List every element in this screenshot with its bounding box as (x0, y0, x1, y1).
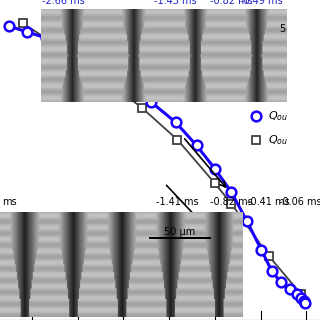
Text: 50 μm: 50 μm (164, 227, 196, 237)
Text: $Q_{ou}$: $Q_{ou}$ (268, 133, 288, 147)
Text: 5: 5 (279, 24, 285, 34)
Text: -0.06 ms: -0.06 ms (279, 196, 320, 206)
Text: -0.41 ms: -0.41 ms (247, 196, 290, 206)
Text: ms: ms (2, 196, 16, 206)
Text: $Q_{ou}$: $Q_{ou}$ (268, 109, 288, 123)
Text: -0.82 ms: -0.82 ms (210, 0, 253, 6)
Text: -1.43 ms: -1.43 ms (154, 0, 197, 6)
Text: -1.41 ms: -1.41 ms (156, 196, 199, 206)
Text: -0.82 ms: -0.82 ms (210, 196, 253, 206)
Text: -2.66 ms: -2.66 ms (42, 0, 84, 6)
Text: -0.49 ms: -0.49 ms (240, 0, 283, 6)
